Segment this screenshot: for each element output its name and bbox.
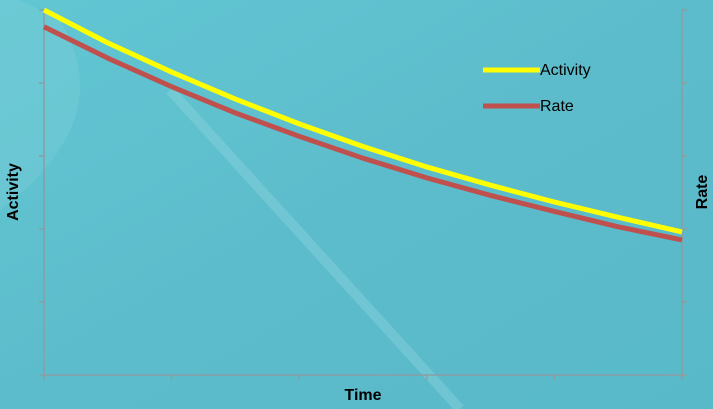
legend-label: Activity — [540, 62, 591, 79]
x-axis-title: Time — [344, 387, 381, 404]
chart: Time Activity Rate Activity Rate — [0, 0, 713, 409]
background — [0, 0, 713, 409]
y2-axis-title: Rate — [694, 175, 711, 210]
y-axis-title: Activity — [5, 163, 22, 221]
legend-label: Rate — [540, 98, 574, 115]
